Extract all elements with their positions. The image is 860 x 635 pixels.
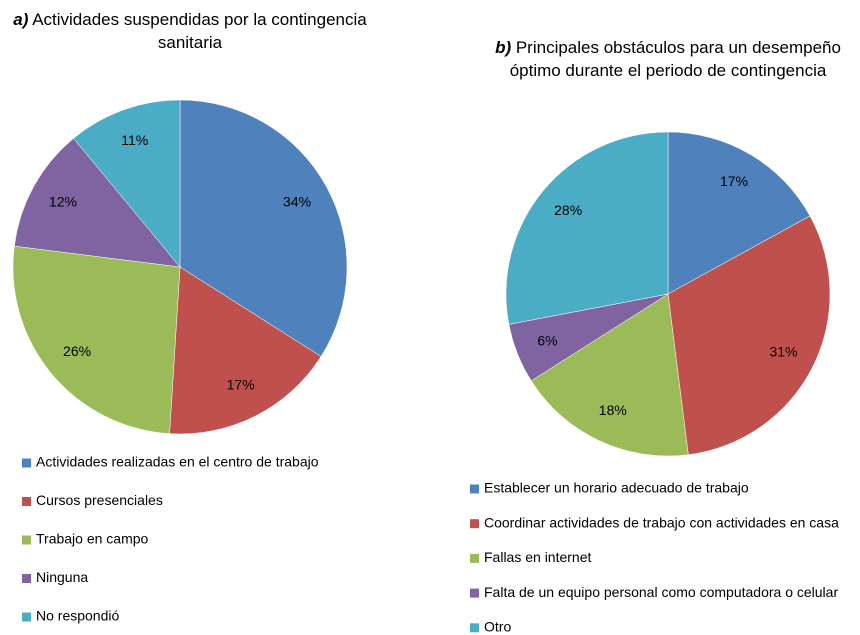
legend-label: No respondió [36,608,119,624]
pie-slice [667,215,831,456]
legend-label: Fallas en internet [484,549,592,565]
chart-title: a) Actividades suspendidas por la contin… [0,8,380,54]
legend-label: Establecer un horario adecuado de trabaj… [484,480,749,496]
legend-swatch [22,458,31,468]
pie-slice [169,266,322,435]
legend-swatch [22,535,31,545]
legend-label: Ninguna [36,569,88,585]
data-label: 26% [63,343,91,359]
legend-swatch [22,574,31,583]
legend-label: Actividades realizadas en el centro de t… [36,454,319,470]
data-label: 28% [554,202,582,218]
legend-swatch [470,519,479,529]
legend-swatch [470,484,479,494]
pie-slice [179,99,348,357]
legend-swatch [22,612,31,622]
pie-slice [667,131,811,295]
pie-slice [14,137,181,268]
legend-label: Trabajo en campo [36,531,149,547]
legend-label: Falta de un equipo personal como computa… [484,584,838,600]
legend-swatch [470,623,479,633]
panel-label: a) [13,10,29,29]
title-text: Principales obstáculos para un desempeño… [509,38,841,80]
pie-slice [12,245,181,434]
legend-swatch [470,588,479,598]
data-label: 31% [769,344,797,360]
title-text: Actividades suspendidas por la contingen… [32,10,367,52]
legend-swatch [470,553,479,563]
pie-slice [73,99,181,268]
data-label: 12% [49,193,77,209]
data-label: 17% [227,377,255,393]
pie-slice [505,131,669,325]
legend-label: Coordinar actividades de trabajo con act… [484,514,839,530]
data-label: 34% [283,193,311,209]
data-label: 6% [537,332,557,348]
panel-label: b) [495,38,512,57]
data-label: 11% [121,132,148,148]
legend-label: Otro [484,619,511,635]
chart-title: b) Principales obstáculos para un desemp… [490,36,846,82]
data-label: 18% [599,402,627,418]
legend-label: Cursos presenciales [36,492,163,508]
data-label: 17% [720,173,748,189]
pie-slice [530,293,689,457]
legend-swatch [22,497,31,506]
